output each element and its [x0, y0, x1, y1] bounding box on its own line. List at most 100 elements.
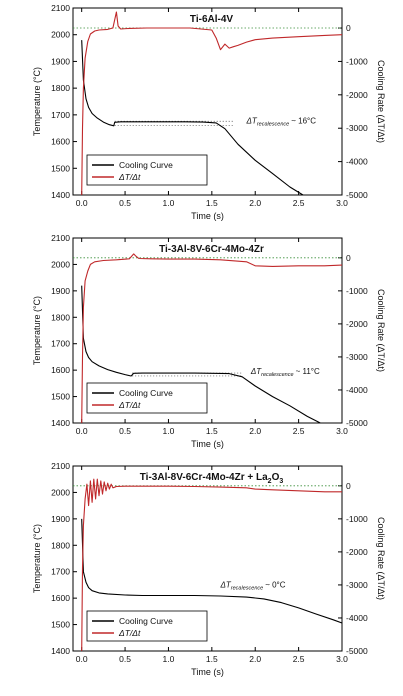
y-tick-label: 1700	[51, 110, 70, 120]
x-tick-label: 0.5	[119, 654, 131, 664]
x-tick-label: 3.0	[336, 426, 348, 436]
x-tick-label: 1.0	[163, 654, 175, 664]
y-tick-label: 2000	[51, 30, 70, 40]
y2-axis-label: Cooling Rate (ΔT/Δt)	[376, 289, 386, 372]
y2-tick-label: 0	[346, 481, 351, 491]
y-tick-label: 1400	[51, 190, 70, 200]
plot-frame	[72, 237, 343, 424]
plot-frame	[72, 465, 343, 652]
chart-panel-1: 0.0 0.5 1.0 1.5 2.0 2.5 3.0 1400 1500 1600 1700 180…	[32, 3, 386, 221]
y-tick-label: 2100	[51, 233, 70, 243]
y-tick-label: 2100	[51, 461, 70, 471]
x-tick-label: 2.0	[249, 198, 261, 208]
y2-tick-label: -3000	[346, 580, 368, 590]
y2-tick-label: -1000	[346, 56, 368, 66]
cooling-rate-series	[81, 253, 343, 424]
cooling-rate-series	[81, 478, 342, 652]
y-tick-label: 2100	[51, 3, 70, 13]
y-axis-label: Temperature (°C)	[32, 67, 42, 136]
y2-axis-label: Cooling Rate (ΔT/Δt)	[376, 60, 386, 143]
x-tick-label: 0.0	[76, 426, 88, 436]
cooling-curve-series	[81, 285, 321, 424]
y2-tick-label: -1000	[346, 514, 368, 524]
x-tick-label: 1.0	[163, 426, 175, 436]
x-tick-label: 1.5	[206, 198, 218, 208]
legend-box	[86, 382, 208, 414]
y2-tick-label: -5000	[346, 646, 368, 656]
y-tick-label: 1500	[51, 620, 70, 630]
legend-label: Cooling Curve	[119, 616, 173, 626]
y2-tick-label: -4000	[346, 157, 368, 167]
y-tick-label: 2000	[51, 487, 70, 497]
y-tick-label: 1800	[51, 83, 70, 93]
legend-label: Cooling Curve	[119, 388, 173, 398]
y2-tick-label: 0	[346, 253, 351, 263]
y2-tick-label: -4000	[346, 613, 368, 623]
legend: Cooling Curve ΔT/Δt	[86, 610, 208, 642]
chart-panel-2: 0.0 0.5 1.0 1.5 2.0 2.5 3.0 1400 1500 1600 1700 180…	[32, 233, 386, 449]
y2-tick-label: -5000	[346, 418, 368, 428]
y-tick-label: 1800	[51, 540, 70, 550]
y-tick-label: 1800	[51, 312, 70, 322]
x-axis-label: Time (s)	[191, 439, 224, 449]
legend-box	[86, 154, 208, 186]
y-axis-label: Temperature (°C)	[32, 524, 42, 593]
x-tick-label: 2.5	[293, 198, 305, 208]
y2-tick-label: -5000	[346, 190, 368, 200]
x-tick-label: 2.0	[249, 426, 261, 436]
legend-label: ΔT/Δt	[118, 628, 141, 638]
y2-tick-label: 0	[346, 23, 351, 33]
y-tick-label: 1500	[51, 163, 70, 173]
y-tick-label: 1600	[51, 137, 70, 147]
chart-title: Ti-3Al-8V-6Cr-4Mo-4Zr	[159, 244, 264, 255]
chart-panel-3: 0.0 0.5 1.0 1.5 2.0 2.5 3.0 1400 1500 1600 1700 180…	[32, 461, 386, 677]
y-tick-label: 1700	[51, 339, 70, 349]
x-tick-label: 0.0	[76, 198, 88, 208]
y2-tick-label: -2000	[346, 319, 368, 329]
x-tick-label: 2.5	[293, 426, 305, 436]
y2-tick-label: -2000	[346, 547, 368, 557]
y2-tick-label: -2000	[346, 90, 368, 100]
legend-label: ΔT/Δt	[118, 172, 141, 182]
y-axis-label: Temperature (°C)	[32, 296, 42, 365]
x-tick-label: 2.0	[249, 654, 261, 664]
y-tick-label: 1600	[51, 593, 70, 603]
legend-box	[86, 610, 208, 642]
y-tick-label: 1500	[51, 392, 70, 402]
x-axis-label: Time (s)	[191, 211, 224, 221]
recalescence-annotation: ΔTrecalescence ~ 0°C	[220, 581, 286, 592]
y-tick-label: 1600	[51, 365, 70, 375]
x-tick-label: 1.5	[206, 654, 218, 664]
y-tick-label: 1900	[51, 286, 70, 296]
x-tick-label: 1.0	[163, 198, 175, 208]
y2-tick-label: -3000	[346, 352, 368, 362]
x-axis-label: Time (s)	[191, 667, 224, 677]
x-tick-label: 0.5	[119, 426, 131, 436]
x-tick-label: 0.5	[119, 198, 131, 208]
chart-title: Ti-6Al-4V	[190, 14, 233, 25]
y2-tick-label: -3000	[346, 123, 368, 133]
y-tick-label: 1900	[51, 56, 70, 66]
x-tick-label: 3.0	[336, 654, 348, 664]
x-tick-label: 0.0	[76, 654, 88, 664]
y2-axis-label: Cooling Rate (ΔT/Δt)	[376, 517, 386, 600]
y-tick-label: 1700	[51, 567, 70, 577]
y-tick-label: 2000	[51, 259, 70, 269]
legend: Cooling Curve ΔT/Δt	[86, 154, 208, 186]
legend: Cooling Curve ΔT/Δt	[86, 382, 208, 414]
chart-title: Ti-3Al-8V-6Cr-4Mo-4Zr + La2O3	[140, 472, 284, 485]
x-tick-label: 2.5	[293, 654, 305, 664]
cooling-curve-series	[81, 518, 343, 624]
y2-tick-label: -4000	[346, 385, 368, 395]
recalescence-annotation: ΔTrecalescence ~ 11°C	[250, 367, 320, 378]
plot-frame	[72, 7, 343, 196]
x-tick-label: 1.5	[206, 426, 218, 436]
legend-label: Cooling Curve	[119, 160, 173, 170]
cooling-curve-series	[81, 40, 304, 196]
cooling-rate-series	[81, 11, 343, 196]
y-tick-label: 1900	[51, 514, 70, 524]
x-tick-label: 3.0	[336, 198, 348, 208]
legend-label: ΔT/Δt	[118, 400, 141, 410]
y2-tick-label: -1000	[346, 286, 368, 296]
